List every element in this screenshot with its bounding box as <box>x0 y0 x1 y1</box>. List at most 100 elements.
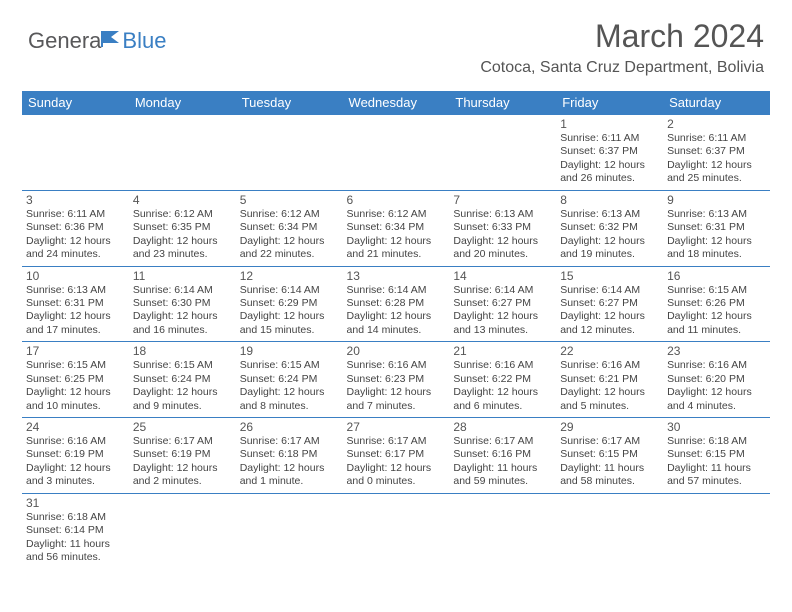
day-number: 19 <box>240 344 339 358</box>
calendar-day-cell <box>343 115 450 190</box>
calendar-day-cell: 6Sunrise: 6:12 AMSunset: 6:34 PMDaylight… <box>343 190 450 266</box>
daylight-text: Daylight: 12 hours and 11 minutes. <box>667 310 766 337</box>
daylight-text: Daylight: 12 hours and 20 minutes. <box>453 235 552 262</box>
weekday-header: Sunday <box>22 91 129 115</box>
day-number: 29 <box>560 420 659 434</box>
sunrise-text: Sunrise: 6:11 AM <box>26 208 125 221</box>
sunset-text: Sunset: 6:17 PM <box>347 448 446 461</box>
calendar-day-cell: 29Sunrise: 6:17 AMSunset: 6:15 PMDayligh… <box>556 418 663 494</box>
calendar-day-cell: 25Sunrise: 6:17 AMSunset: 6:19 PMDayligh… <box>129 418 236 494</box>
daylight-text: Daylight: 12 hours and 13 minutes. <box>453 310 552 337</box>
day-number: 23 <box>667 344 766 358</box>
day-number: 10 <box>26 269 125 283</box>
daylight-text: Daylight: 12 hours and 7 minutes. <box>347 386 446 413</box>
sunset-text: Sunset: 6:15 PM <box>667 448 766 461</box>
day-number: 1 <box>560 117 659 131</box>
sunset-text: Sunset: 6:31 PM <box>667 221 766 234</box>
day-number: 3 <box>26 193 125 207</box>
day-details: Sunrise: 6:12 AMSunset: 6:34 PMDaylight:… <box>240 208 339 262</box>
calendar-day-cell <box>22 115 129 190</box>
day-details: Sunrise: 6:17 AMSunset: 6:18 PMDaylight:… <box>240 435 339 489</box>
sunrise-text: Sunrise: 6:15 AM <box>240 359 339 372</box>
sunset-text: Sunset: 6:34 PM <box>240 221 339 234</box>
day-number: 24 <box>26 420 125 434</box>
weekday-header: Wednesday <box>343 91 450 115</box>
calendar-day-cell: 28Sunrise: 6:17 AMSunset: 6:16 PMDayligh… <box>449 418 556 494</box>
day-details: Sunrise: 6:14 AMSunset: 6:29 PMDaylight:… <box>240 284 339 338</box>
daylight-text: Daylight: 12 hours and 17 minutes. <box>26 310 125 337</box>
daylight-text: Daylight: 11 hours and 56 minutes. <box>26 538 125 565</box>
calendar-week-row: 10Sunrise: 6:13 AMSunset: 6:31 PMDayligh… <box>22 266 770 342</box>
calendar-header-row: SundayMondayTuesdayWednesdayThursdayFrid… <box>22 91 770 115</box>
sunset-text: Sunset: 6:21 PM <box>560 373 659 386</box>
daylight-text: Daylight: 12 hours and 22 minutes. <box>240 235 339 262</box>
sunset-text: Sunset: 6:22 PM <box>453 373 552 386</box>
daylight-text: Daylight: 12 hours and 4 minutes. <box>667 386 766 413</box>
sunrise-text: Sunrise: 6:16 AM <box>560 359 659 372</box>
sunrise-text: Sunrise: 6:18 AM <box>26 511 125 524</box>
day-number: 9 <box>667 193 766 207</box>
sunset-text: Sunset: 6:35 PM <box>133 221 232 234</box>
weekday-header: Tuesday <box>236 91 343 115</box>
day-number: 18 <box>133 344 232 358</box>
calendar-day-cell: 11Sunrise: 6:14 AMSunset: 6:30 PMDayligh… <box>129 266 236 342</box>
daylight-text: Daylight: 12 hours and 12 minutes. <box>560 310 659 337</box>
day-details: Sunrise: 6:12 AMSunset: 6:34 PMDaylight:… <box>347 208 446 262</box>
sunset-text: Sunset: 6:28 PM <box>347 297 446 310</box>
calendar-day-cell: 5Sunrise: 6:12 AMSunset: 6:34 PMDaylight… <box>236 190 343 266</box>
sunset-text: Sunset: 6:32 PM <box>560 221 659 234</box>
calendar-day-cell <box>236 493 343 568</box>
sunset-text: Sunset: 6:37 PM <box>667 145 766 158</box>
daylight-text: Daylight: 12 hours and 8 minutes. <box>240 386 339 413</box>
sunrise-text: Sunrise: 6:12 AM <box>240 208 339 221</box>
sunset-text: Sunset: 6:24 PM <box>240 373 339 386</box>
day-details: Sunrise: 6:13 AMSunset: 6:32 PMDaylight:… <box>560 208 659 262</box>
day-number: 2 <box>667 117 766 131</box>
calendar-day-cell <box>343 493 450 568</box>
calendar-day-cell: 24Sunrise: 6:16 AMSunset: 6:19 PMDayligh… <box>22 418 129 494</box>
daylight-text: Daylight: 12 hours and 23 minutes. <box>133 235 232 262</box>
sunrise-text: Sunrise: 6:11 AM <box>667 132 766 145</box>
day-details: Sunrise: 6:17 AMSunset: 6:15 PMDaylight:… <box>560 435 659 489</box>
day-number: 28 <box>453 420 552 434</box>
daylight-text: Daylight: 11 hours and 59 minutes. <box>453 462 552 489</box>
day-number: 27 <box>347 420 446 434</box>
day-number: 5 <box>240 193 339 207</box>
calendar-week-row: 31Sunrise: 6:18 AMSunset: 6:14 PMDayligh… <box>22 493 770 568</box>
day-details: Sunrise: 6:18 AMSunset: 6:15 PMDaylight:… <box>667 435 766 489</box>
daylight-text: Daylight: 12 hours and 19 minutes. <box>560 235 659 262</box>
day-details: Sunrise: 6:16 AMSunset: 6:23 PMDaylight:… <box>347 359 446 413</box>
weekday-header: Thursday <box>449 91 556 115</box>
sunset-text: Sunset: 6:37 PM <box>560 145 659 158</box>
day-details: Sunrise: 6:16 AMSunset: 6:19 PMDaylight:… <box>26 435 125 489</box>
daylight-text: Daylight: 12 hours and 15 minutes. <box>240 310 339 337</box>
calendar-day-cell: 15Sunrise: 6:14 AMSunset: 6:27 PMDayligh… <box>556 266 663 342</box>
sunset-text: Sunset: 6:19 PM <box>26 448 125 461</box>
day-number: 17 <box>26 344 125 358</box>
sunrise-text: Sunrise: 6:15 AM <box>26 359 125 372</box>
sunrise-text: Sunrise: 6:13 AM <box>453 208 552 221</box>
sunset-text: Sunset: 6:23 PM <box>347 373 446 386</box>
day-details: Sunrise: 6:13 AMSunset: 6:33 PMDaylight:… <box>453 208 552 262</box>
day-details: Sunrise: 6:14 AMSunset: 6:27 PMDaylight:… <box>453 284 552 338</box>
calendar-day-cell: 13Sunrise: 6:14 AMSunset: 6:28 PMDayligh… <box>343 266 450 342</box>
day-details: Sunrise: 6:17 AMSunset: 6:16 PMDaylight:… <box>453 435 552 489</box>
sunset-text: Sunset: 6:31 PM <box>26 297 125 310</box>
calendar-week-row: 17Sunrise: 6:15 AMSunset: 6:25 PMDayligh… <box>22 342 770 418</box>
calendar-day-cell: 14Sunrise: 6:14 AMSunset: 6:27 PMDayligh… <box>449 266 556 342</box>
sunset-text: Sunset: 6:14 PM <box>26 524 125 537</box>
calendar-day-cell: 9Sunrise: 6:13 AMSunset: 6:31 PMDaylight… <box>663 190 770 266</box>
sunset-text: Sunset: 6:25 PM <box>26 373 125 386</box>
calendar-day-cell <box>129 493 236 568</box>
day-details: Sunrise: 6:16 AMSunset: 6:20 PMDaylight:… <box>667 359 766 413</box>
day-number: 6 <box>347 193 446 207</box>
sunset-text: Sunset: 6:34 PM <box>347 221 446 234</box>
calendar-day-cell: 12Sunrise: 6:14 AMSunset: 6:29 PMDayligh… <box>236 266 343 342</box>
sunrise-text: Sunrise: 6:18 AM <box>667 435 766 448</box>
header: Genera Blue March 2024 Cotoca, Santa Cru… <box>0 0 792 85</box>
calendar-day-cell <box>556 493 663 568</box>
weekday-header: Monday <box>129 91 236 115</box>
location-subtitle: Cotoca, Santa Cruz Department, Bolivia <box>480 59 764 77</box>
weekday-header: Friday <box>556 91 663 115</box>
daylight-text: Daylight: 12 hours and 5 minutes. <box>560 386 659 413</box>
